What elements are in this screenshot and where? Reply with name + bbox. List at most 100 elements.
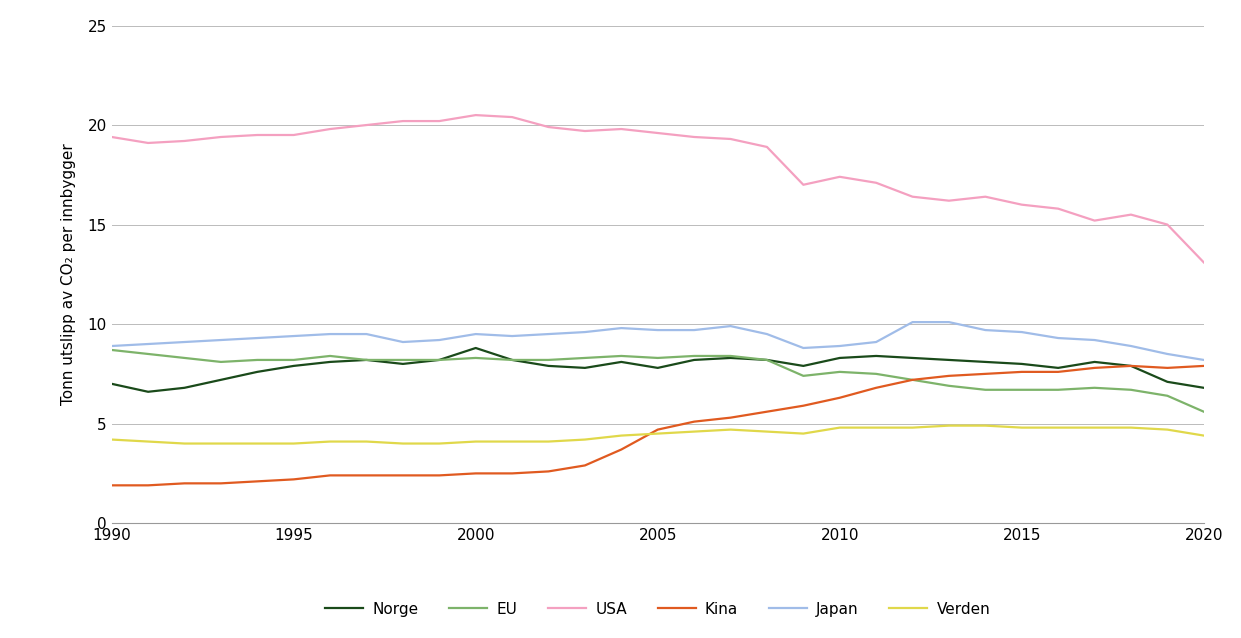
EU — [577, 354, 592, 362]
EU — [978, 386, 993, 394]
Kina — [759, 408, 774, 415]
Verden — [323, 438, 338, 445]
Kina — [978, 370, 993, 378]
Kina — [869, 384, 884, 392]
USA — [577, 127, 592, 135]
USA — [432, 117, 447, 125]
Verden — [905, 424, 920, 431]
Verden — [759, 427, 774, 435]
Kina — [1123, 362, 1138, 370]
Japan — [1123, 342, 1138, 350]
Japan — [287, 332, 302, 340]
Kina — [833, 394, 848, 401]
Line: Japan: Japan — [112, 322, 1204, 360]
USA — [833, 173, 848, 181]
Verden — [505, 438, 520, 445]
EU — [650, 354, 665, 362]
EU — [686, 352, 701, 360]
EU — [323, 352, 338, 360]
Norge — [1051, 364, 1066, 372]
Verden — [869, 424, 884, 431]
Norge — [833, 354, 848, 362]
Japan — [724, 322, 738, 330]
EU — [614, 352, 629, 360]
EU — [541, 356, 556, 364]
USA — [287, 131, 302, 139]
USA — [249, 131, 264, 139]
Japan — [1087, 336, 1102, 344]
USA — [505, 114, 520, 121]
USA — [468, 111, 483, 119]
Verden — [614, 432, 629, 440]
Norge — [287, 362, 302, 370]
USA — [541, 123, 556, 131]
Japan — [1160, 350, 1175, 358]
Japan — [905, 318, 920, 326]
Norge — [140, 388, 155, 396]
Kina — [249, 477, 264, 485]
EU — [1087, 384, 1102, 392]
Verden — [177, 440, 192, 447]
Kina — [650, 426, 665, 433]
USA — [140, 139, 155, 147]
Verden — [833, 424, 848, 431]
USA — [1160, 221, 1175, 228]
EU — [1014, 386, 1029, 394]
Japan — [323, 330, 338, 338]
EU — [249, 356, 264, 364]
Kina — [396, 471, 411, 479]
Norge — [869, 352, 884, 360]
Japan — [978, 326, 993, 334]
USA — [1123, 211, 1138, 218]
Norge — [759, 356, 774, 364]
EU — [905, 376, 920, 383]
Japan — [650, 326, 665, 334]
EU — [505, 356, 520, 364]
Norge — [942, 356, 957, 364]
USA — [942, 197, 957, 205]
Kina — [1051, 368, 1066, 376]
Norge — [468, 344, 483, 352]
Kina — [432, 471, 447, 479]
EU — [795, 372, 810, 380]
EU — [759, 356, 774, 364]
USA — [869, 179, 884, 186]
Verden — [1087, 424, 1102, 431]
Verden — [978, 422, 993, 429]
Japan — [140, 340, 155, 348]
Verden — [1196, 432, 1211, 440]
Norge — [1014, 360, 1029, 367]
Verden — [104, 436, 119, 443]
Kina — [177, 480, 192, 487]
Line: Verden: Verden — [112, 426, 1204, 443]
Verden — [1014, 424, 1029, 431]
USA — [724, 135, 738, 143]
EU — [140, 350, 155, 358]
Kina — [1160, 364, 1175, 372]
USA — [978, 193, 993, 200]
Verden — [795, 430, 810, 438]
USA — [1087, 217, 1102, 225]
EU — [1160, 392, 1175, 399]
Japan — [1196, 356, 1211, 364]
Verden — [359, 438, 374, 445]
Verden — [396, 440, 411, 447]
Kina — [140, 482, 155, 489]
Line: Kina: Kina — [112, 366, 1204, 486]
EU — [833, 368, 848, 376]
Kina — [905, 376, 920, 383]
Kina — [795, 402, 810, 410]
USA — [323, 125, 338, 133]
Japan — [833, 342, 848, 350]
Norge — [359, 356, 374, 364]
Kina — [614, 446, 629, 454]
Japan — [468, 330, 483, 338]
Kina — [577, 462, 592, 470]
Japan — [396, 338, 411, 346]
Japan — [614, 324, 629, 332]
USA — [759, 143, 774, 151]
Line: USA: USA — [112, 115, 1204, 262]
USA — [650, 129, 665, 137]
Kina — [323, 471, 338, 479]
USA — [359, 121, 374, 129]
